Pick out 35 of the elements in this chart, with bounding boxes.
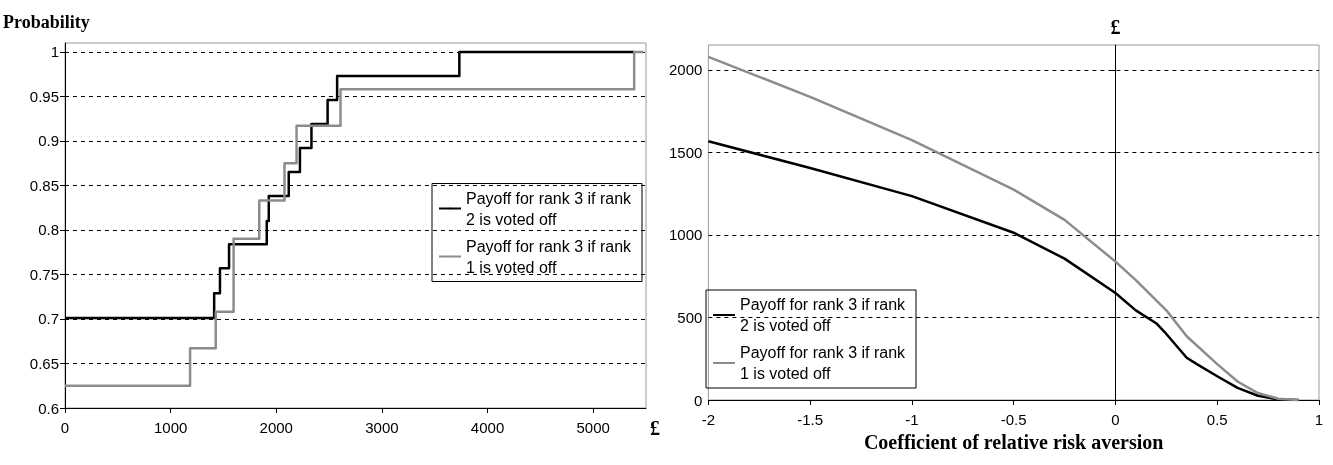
legend-label: Payoff for rank 3 if rank 2 is voted off: [466, 189, 636, 228]
y-tick-label: 1: [50, 43, 59, 61]
y-tick-label: 2000: [668, 61, 703, 79]
y-tick-label: 0.85: [29, 176, 59, 194]
x-tick-label: -2: [701, 411, 716, 428]
y-tick-label: 0.95: [29, 87, 59, 105]
y-tick-label: 0.7: [38, 310, 59, 328]
x-tick-label: 0: [60, 419, 70, 436]
x-tick-label: 0.5: [1206, 411, 1228, 428]
legend-label: Payoff for rank 3 if rank 1 is voted off: [740, 344, 910, 382]
x-axis-title: £: [650, 417, 660, 439]
x-tick-label: 0: [1111, 411, 1120, 428]
x-tick-label: 4000: [470, 419, 505, 436]
y-tick-label: 0.9: [38, 132, 59, 150]
y-tick-label: 0.75: [29, 265, 59, 283]
y-tick-label: 0: [694, 391, 703, 409]
x-tick-label: -1.5: [797, 411, 824, 428]
y-tick-label: 0.65: [29, 354, 59, 372]
legend-label: Payoff for rank 3 if rank 2 is voted off: [740, 296, 910, 334]
x-tick-label: -0.5: [1000, 411, 1027, 428]
x-tick-label: 1000: [153, 419, 188, 436]
y-tick-label: 0.8: [38, 221, 59, 239]
y-tick-label: 0.6: [38, 399, 59, 417]
y-tick-label: 1000: [668, 226, 703, 244]
y-axis-title: £: [1110, 16, 1121, 38]
x-axis-title: Coefficient of relative risk aversion: [863, 430, 1164, 453]
y-axis-title: Probability: [3, 12, 90, 32]
x-tick-label: 1: [1314, 411, 1324, 428]
x-tick-label: 3000: [365, 419, 399, 436]
x-tick-label: 2000: [259, 419, 293, 436]
x-tick-label: -1: [905, 411, 919, 428]
x-tick-label: 5000: [576, 419, 610, 436]
y-tick-label: 1500: [668, 143, 703, 161]
y-tick-label: 500: [677, 308, 703, 326]
legend-label: Payoff for rank 3 if rank 1 is voted off: [466, 237, 636, 276]
